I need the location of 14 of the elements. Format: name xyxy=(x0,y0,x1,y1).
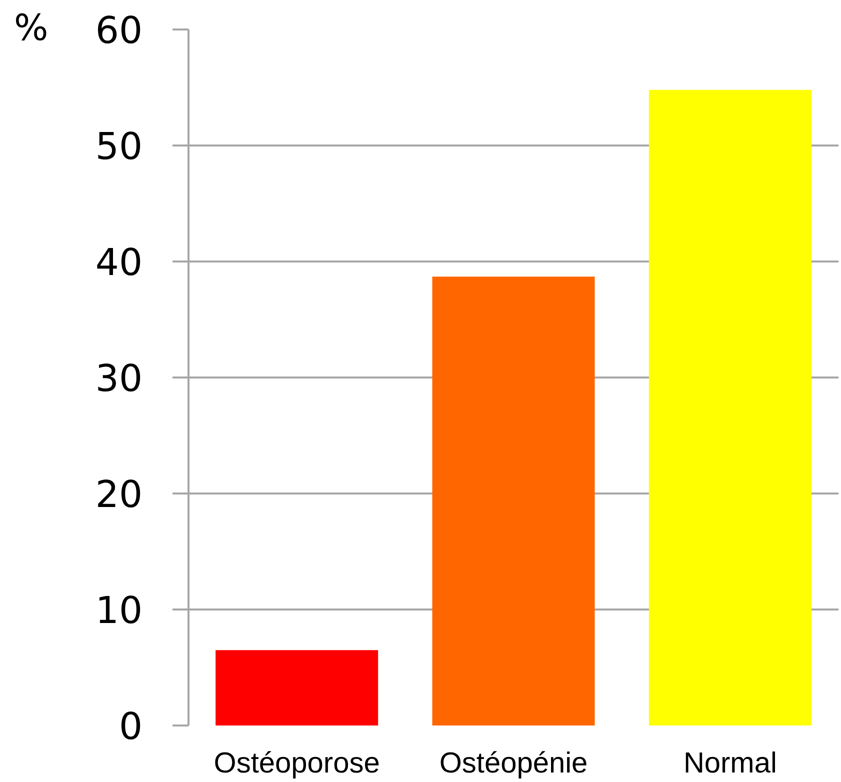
y-tick-label: 30 xyxy=(95,357,143,400)
bar xyxy=(216,650,378,726)
y-tick-label: 40 xyxy=(95,241,143,284)
y-tick-label: 60 xyxy=(95,9,143,52)
bar xyxy=(432,276,595,726)
y-tick-label: 50 xyxy=(95,125,143,168)
x-tick-label: Ostéopénie xyxy=(439,748,588,780)
y-tick-label: 10 xyxy=(95,589,143,632)
x-tick-label: Normal xyxy=(683,748,777,780)
bar xyxy=(648,90,812,726)
y-tick-label: 20 xyxy=(95,473,143,516)
y-tick-label: 0 xyxy=(118,705,143,748)
y-axis-title: % xyxy=(14,8,48,50)
x-tick-label: Ostéoporose xyxy=(214,748,380,780)
